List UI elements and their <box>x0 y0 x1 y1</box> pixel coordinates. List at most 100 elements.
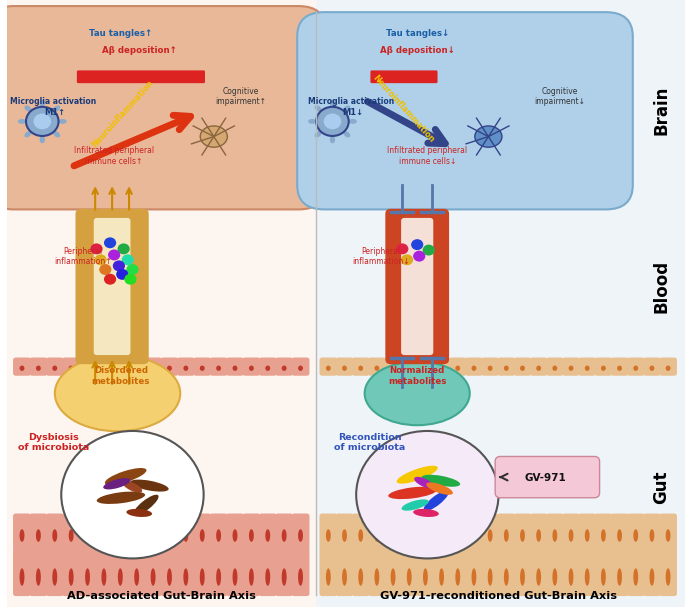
FancyBboxPatch shape <box>95 514 113 550</box>
FancyBboxPatch shape <box>62 514 80 550</box>
Circle shape <box>401 254 413 265</box>
Circle shape <box>26 107 58 136</box>
Ellipse shape <box>101 568 106 586</box>
Bar <box>7 0 316 607</box>
Circle shape <box>113 260 125 271</box>
Ellipse shape <box>504 365 509 371</box>
Text: Neuroinflammation: Neuroinflammation <box>90 78 155 149</box>
Circle shape <box>104 274 116 285</box>
Ellipse shape <box>36 568 41 586</box>
Ellipse shape <box>439 568 444 586</box>
Ellipse shape <box>103 478 130 489</box>
FancyBboxPatch shape <box>352 514 369 550</box>
FancyBboxPatch shape <box>514 548 532 596</box>
Ellipse shape <box>265 529 270 542</box>
Ellipse shape <box>649 529 654 542</box>
FancyBboxPatch shape <box>177 358 195 376</box>
FancyBboxPatch shape <box>62 358 80 376</box>
Text: Tau tangles↓: Tau tangles↓ <box>386 29 449 38</box>
Circle shape <box>124 274 136 285</box>
FancyBboxPatch shape <box>386 209 449 364</box>
Ellipse shape <box>55 356 180 431</box>
Ellipse shape <box>390 365 395 371</box>
Ellipse shape <box>216 529 221 542</box>
FancyBboxPatch shape <box>319 514 337 550</box>
FancyBboxPatch shape <box>177 548 195 596</box>
Ellipse shape <box>585 365 590 371</box>
Circle shape <box>413 251 425 262</box>
FancyBboxPatch shape <box>530 514 547 550</box>
Text: Tau tangles↑: Tau tangles↑ <box>89 29 153 38</box>
FancyBboxPatch shape <box>292 548 310 596</box>
Ellipse shape <box>282 365 286 371</box>
Circle shape <box>423 245 435 256</box>
FancyBboxPatch shape <box>659 548 677 596</box>
Circle shape <box>34 114 51 129</box>
FancyBboxPatch shape <box>611 548 628 596</box>
FancyBboxPatch shape <box>530 358 547 376</box>
FancyBboxPatch shape <box>627 358 645 376</box>
Ellipse shape <box>401 500 429 510</box>
FancyBboxPatch shape <box>433 358 451 376</box>
Ellipse shape <box>388 487 436 499</box>
Circle shape <box>316 107 349 136</box>
Circle shape <box>116 269 128 280</box>
Ellipse shape <box>127 509 152 517</box>
FancyBboxPatch shape <box>495 456 599 498</box>
Bar <box>316 0 685 607</box>
Ellipse shape <box>397 466 438 484</box>
FancyBboxPatch shape <box>144 514 162 550</box>
Ellipse shape <box>249 365 254 371</box>
FancyBboxPatch shape <box>514 358 532 376</box>
Text: Infiltrated peripheral
immune cells↑: Infiltrated peripheral immune cells↑ <box>74 146 154 166</box>
FancyBboxPatch shape <box>29 514 47 550</box>
Ellipse shape <box>282 568 286 586</box>
Ellipse shape <box>151 529 155 542</box>
Ellipse shape <box>634 568 638 586</box>
Ellipse shape <box>456 529 460 542</box>
FancyBboxPatch shape <box>292 514 310 550</box>
Ellipse shape <box>569 529 573 542</box>
Ellipse shape <box>53 106 60 112</box>
FancyBboxPatch shape <box>368 358 386 376</box>
Ellipse shape <box>536 365 541 371</box>
FancyBboxPatch shape <box>530 548 547 596</box>
FancyBboxPatch shape <box>160 514 178 550</box>
Ellipse shape <box>249 568 254 586</box>
FancyBboxPatch shape <box>259 548 277 596</box>
Ellipse shape <box>326 529 331 542</box>
Ellipse shape <box>342 529 347 542</box>
Ellipse shape <box>167 529 172 542</box>
FancyBboxPatch shape <box>226 358 244 376</box>
FancyBboxPatch shape <box>352 358 369 376</box>
Text: GV-971: GV-971 <box>524 473 566 483</box>
Circle shape <box>95 254 107 265</box>
Ellipse shape <box>200 529 205 542</box>
Ellipse shape <box>105 468 147 485</box>
Ellipse shape <box>617 568 622 586</box>
Ellipse shape <box>68 365 73 371</box>
FancyBboxPatch shape <box>127 548 146 596</box>
Text: Disordered
metabolites: Disordered metabolites <box>92 366 150 385</box>
Ellipse shape <box>130 480 169 492</box>
Text: Normalized
metabolites: Normalized metabolites <box>388 366 447 385</box>
FancyBboxPatch shape <box>95 548 113 596</box>
FancyBboxPatch shape <box>177 514 195 550</box>
Text: M1↑: M1↑ <box>44 108 65 117</box>
Ellipse shape <box>200 126 227 147</box>
Circle shape <box>61 431 203 558</box>
Text: Infiltrated peripheral
immune cells↓: Infiltrated peripheral immune cells↓ <box>387 146 467 166</box>
Ellipse shape <box>314 106 321 112</box>
FancyBboxPatch shape <box>336 358 353 376</box>
FancyBboxPatch shape <box>259 358 277 376</box>
Circle shape <box>323 114 341 129</box>
Ellipse shape <box>68 568 73 586</box>
FancyBboxPatch shape <box>384 358 402 376</box>
Ellipse shape <box>40 136 45 143</box>
Ellipse shape <box>349 119 357 124</box>
FancyBboxPatch shape <box>643 358 661 376</box>
FancyBboxPatch shape <box>160 548 178 596</box>
FancyBboxPatch shape <box>449 358 466 376</box>
Text: Aβ deposition↑: Aβ deposition↑ <box>102 46 177 55</box>
Ellipse shape <box>326 365 331 371</box>
